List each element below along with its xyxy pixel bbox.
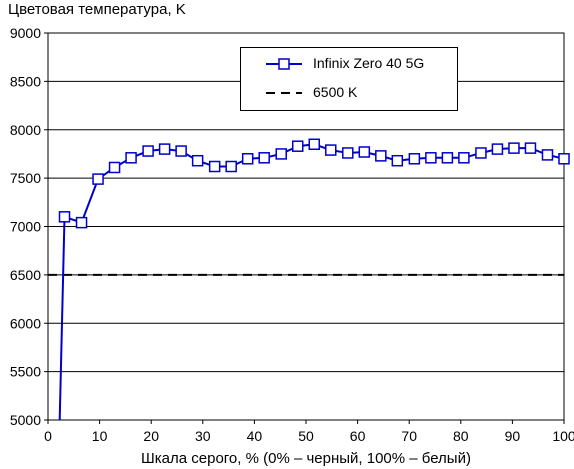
y-tick-label: 7500 — [10, 170, 41, 186]
x-tick-label: 10 — [92, 428, 108, 444]
x-tick-label: 20 — [143, 428, 159, 444]
y-tick-label: 9000 — [10, 25, 41, 41]
legend-item-series-1: Infinix Zero 40 5G — [241, 53, 457, 75]
x-tick-label: 90 — [505, 428, 521, 444]
y-tick-label: 6000 — [10, 315, 41, 331]
data-point-infinix — [375, 150, 387, 162]
data-point-infinix — [558, 153, 570, 165]
data-point-infinix — [308, 138, 321, 151]
legend-swatch-infinix — [266, 58, 302, 70]
data-point-infinix — [524, 142, 537, 154]
y-tick-label: 8000 — [10, 122, 41, 138]
data-point-infinix — [208, 160, 221, 173]
data-point-infinix — [408, 153, 421, 165]
data-point-infinix — [475, 147, 487, 159]
data-point-infinix — [75, 216, 88, 229]
x-tick-label: 30 — [195, 428, 211, 444]
x-tick-label: 40 — [247, 428, 263, 444]
data-point-infinix — [508, 142, 520, 154]
legend-item-series-2: 6500 K — [241, 82, 457, 104]
data-point-infinix — [342, 147, 354, 159]
data-point-infinix — [125, 152, 137, 164]
data-point-infinix — [108, 161, 121, 174]
y-tick-label: 5500 — [10, 364, 41, 380]
legend-label-6500k: 6500 K — [313, 84, 358, 100]
data-point-infinix — [175, 145, 187, 157]
data-point-infinix — [225, 160, 237, 173]
x-tick-label: 100 — [552, 428, 574, 444]
x-tick-label: 60 — [350, 428, 366, 444]
y-tick-label: 8500 — [10, 73, 41, 89]
data-point-infinix — [58, 211, 71, 223]
x-axis-title: Шкала серого, % (0% – черный, 100% – бел… — [141, 450, 471, 467]
legend-label-infinix: Infinix Zero 40 5G — [313, 55, 425, 71]
data-point-infinix — [391, 154, 404, 167]
data-point-infinix — [191, 154, 204, 167]
x-tick-label: 80 — [453, 428, 469, 444]
data-point-infinix — [258, 152, 270, 164]
data-point-infinix — [358, 146, 371, 158]
data-point-infinix — [275, 148, 287, 160]
y-tick-label: 6500 — [10, 267, 41, 283]
data-point-infinix — [325, 144, 337, 156]
legend: Infinix Zero 40 5G 6500 K — [240, 47, 458, 111]
data-point-infinix — [425, 152, 437, 164]
x-tick-label: 0 — [44, 428, 52, 444]
y-tick-label: 5000 — [10, 412, 41, 428]
data-point-infinix — [458, 152, 470, 164]
data-point-infinix — [441, 152, 454, 164]
data-point-infinix — [541, 149, 554, 161]
legend-swatch-6500k — [266, 92, 302, 94]
data-point-infinix — [158, 143, 171, 155]
chart-title: Цветовая температура, K — [8, 1, 186, 18]
data-point-infinix — [241, 153, 254, 165]
y-tick-label: 7000 — [10, 219, 41, 235]
data-point-infinix — [291, 140, 304, 152]
data-point-infinix — [92, 173, 104, 185]
x-tick-label: 50 — [298, 428, 314, 444]
data-point-infinix — [142, 145, 154, 157]
data-point-infinix — [491, 143, 504, 155]
x-tick-label: 70 — [401, 428, 417, 444]
